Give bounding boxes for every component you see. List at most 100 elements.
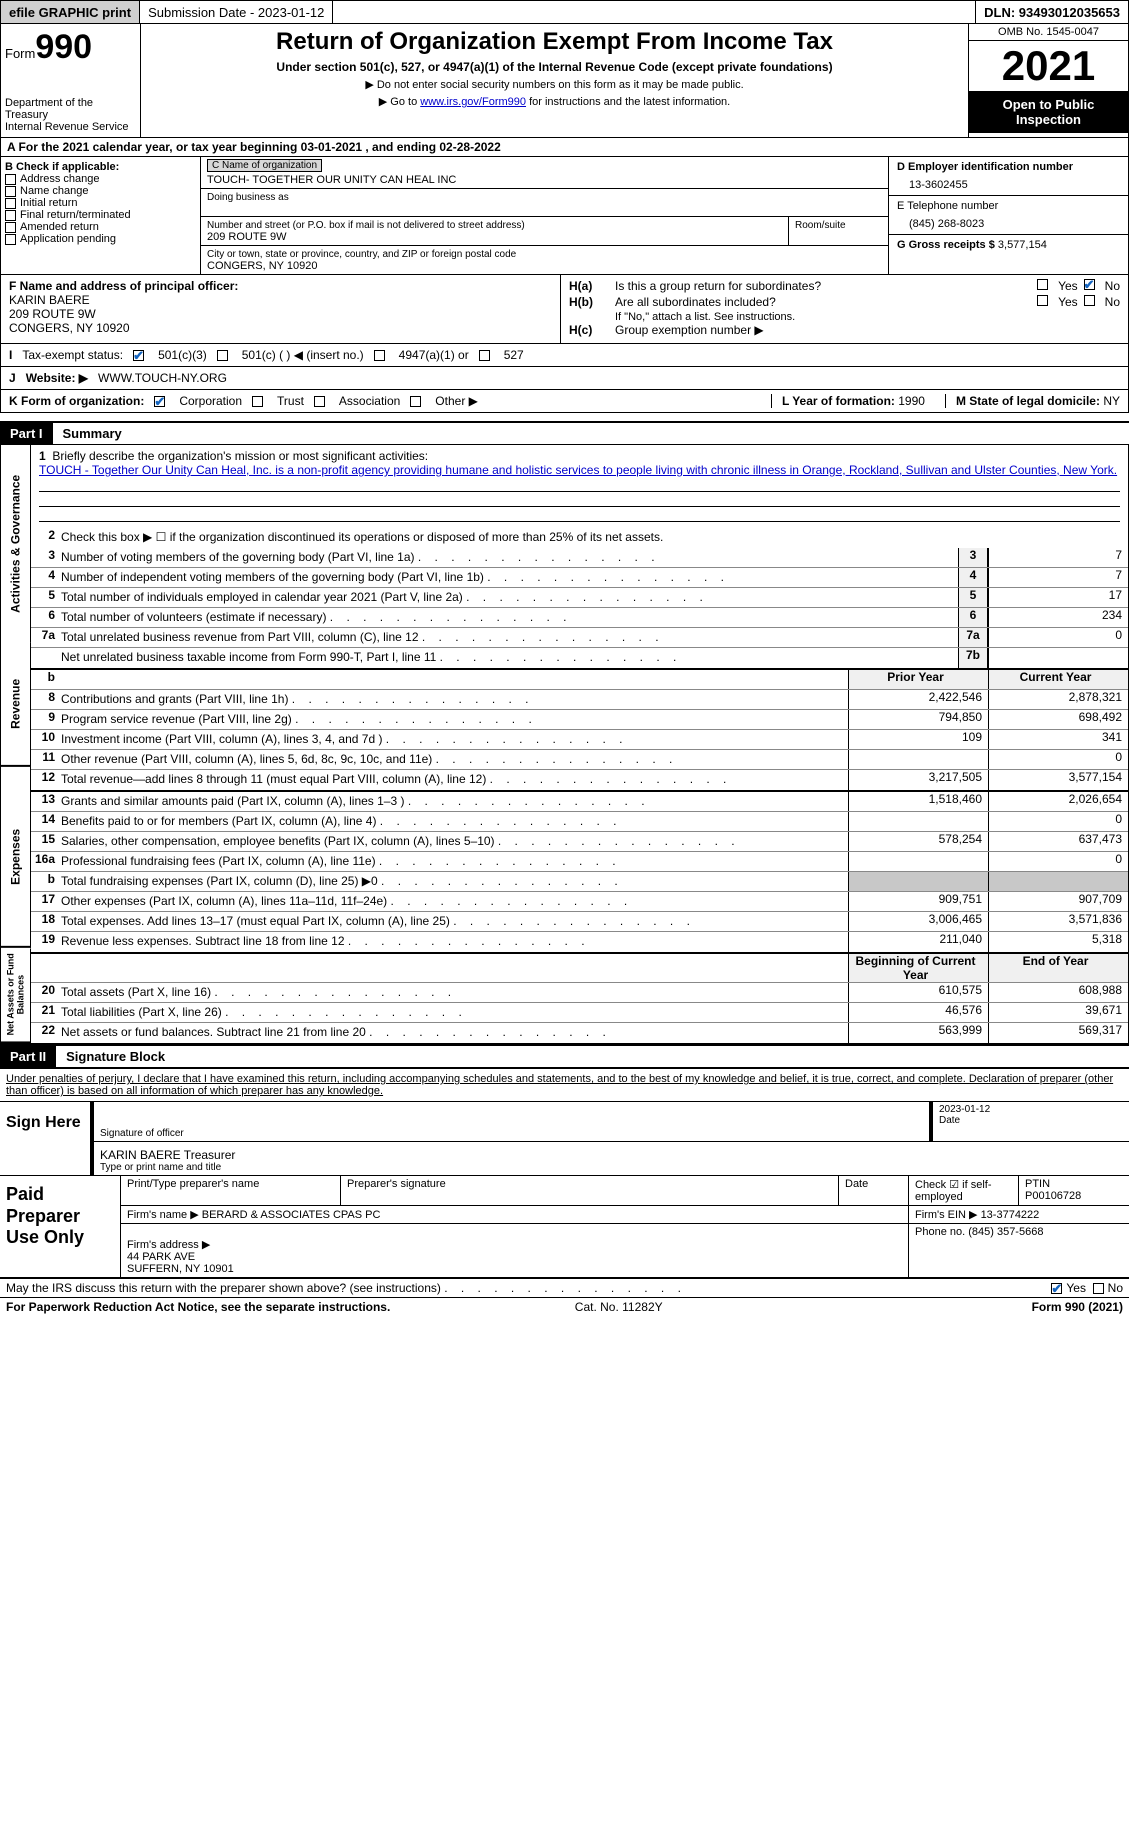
cb-address: Address change [5, 173, 196, 185]
sec-governance: 1 Briefly describe the organization's mi… [31, 445, 1128, 670]
data-line: 8 Contributions and grants (Part VIII, l… [31, 690, 1128, 710]
part-ii-badge: Part II [0, 1046, 56, 1067]
discuss-text: May the IRS discuss this return with the… [6, 1281, 681, 1295]
ha-no[interactable] [1084, 279, 1095, 290]
part-ii-header: Part II Signature Block [0, 1044, 1129, 1067]
current-value: 341 [988, 730, 1128, 749]
data-line: 10 Investment income (Part VIII, column … [31, 730, 1128, 750]
current-value: 569,317 [988, 1023, 1128, 1043]
current-value: 0 [988, 852, 1128, 871]
prior-value: 794,850 [848, 710, 988, 729]
firm-addr-label: Firm's address ▶ [127, 1239, 210, 1251]
part-i-badge: Part I [0, 423, 53, 444]
street-address: 209 ROUTE 9W [207, 231, 286, 243]
current-value [988, 872, 1128, 891]
data-line: 13 Grants and similar amounts paid (Part… [31, 792, 1128, 812]
hb-yes[interactable] [1037, 295, 1048, 306]
gov-line: 7a Total unrelated business revenue from… [31, 628, 1128, 648]
b-label: b [31, 670, 61, 689]
header-right: OMB No. 1545-0047 2021 Open to Public In… [968, 24, 1128, 137]
cb-trust[interactable] [252, 396, 263, 407]
cb-assoc[interactable] [314, 396, 325, 407]
status-row: I Tax-exempt status: 501(c)(3) 501(c) ( … [0, 343, 1129, 366]
part-ii-title: Signature Block [56, 1046, 175, 1067]
ptin-value: P00106728 [1025, 1190, 1123, 1202]
current-value: 39,671 [988, 1003, 1128, 1022]
current-value: 2,878,321 [988, 690, 1128, 709]
hb-text: Are all subordinates included? [615, 295, 1031, 309]
footer-form: Form 990 (2021) [1032, 1300, 1123, 1314]
gov-line: 6 Total number of volunteers (estimate i… [31, 608, 1128, 628]
cb-amended: Amended return [5, 221, 196, 233]
prior-value: 610,575 [848, 983, 988, 1002]
gov-line: 4 Number of independent voting members o… [31, 568, 1128, 588]
ptin-label: PTIN [1025, 1178, 1123, 1190]
officer-row: F Name and address of principal officer:… [0, 274, 1129, 343]
hb-label: H(b) [569, 295, 609, 309]
current-value: 3,577,154 [988, 770, 1128, 790]
cb-4947[interactable] [374, 350, 385, 361]
status-label: Tax-exempt status: [22, 348, 123, 362]
row-a: A For the 2021 calendar year, or tax yea… [0, 137, 1129, 156]
current-value: 2,026,654 [988, 792, 1128, 811]
form-label: Form [5, 46, 35, 61]
phone-label: Phone no. [915, 1226, 965, 1238]
date-label: Date [939, 1115, 1123, 1126]
prior-value [848, 872, 988, 891]
room-label: Room/suite [795, 220, 846, 231]
org-name-label: C Name of organization [207, 159, 322, 172]
sec-revenue: b Prior Year Current Year 8 Contribution… [31, 670, 1128, 792]
gov-line: 3 Number of voting members of the govern… [31, 548, 1128, 568]
discuss-yes[interactable] [1051, 1283, 1062, 1294]
cb-final: Final return/terminated [5, 209, 196, 221]
dept-label: Department of the Treasury Internal Reve… [5, 97, 136, 133]
paid-preparer-block: Paid Preparer Use Only Print/Type prepar… [0, 1176, 1129, 1279]
line1-label: Briefly describe the organization's miss… [52, 449, 428, 463]
cb-527[interactable] [479, 350, 490, 361]
data-line: 21 Total liabilities (Part X, line 26) 4… [31, 1003, 1128, 1023]
phone-value: (845) 357-5668 [968, 1226, 1043, 1238]
paid-preparer-label: Paid Preparer Use Only [0, 1176, 120, 1277]
data-line: 16a Professional fundraising fees (Part … [31, 852, 1128, 872]
gross-value: 3,577,154 [998, 239, 1047, 251]
current-value: 608,988 [988, 983, 1128, 1002]
gov-line: 5 Total number of individuals employed i… [31, 588, 1128, 608]
prep-sig-label: Preparer's signature [341, 1176, 839, 1205]
org-name: TOUCH- TOGETHER OUR UNITY CAN HEAL INC [207, 174, 456, 186]
prior-value [848, 812, 988, 831]
cb-name: Name change [5, 185, 196, 197]
data-line: 11 Other revenue (Part VIII, column (A),… [31, 750, 1128, 770]
prior-value [848, 852, 988, 871]
prep-name-label: Print/Type preparer's name [121, 1176, 341, 1205]
cb-other[interactable] [410, 396, 421, 407]
line2-text: Check this box ▶ ☐ if the organization d… [61, 528, 1128, 548]
sign-here-label: Sign Here [0, 1102, 90, 1175]
cb-501c3[interactable] [133, 350, 144, 361]
current-value: 0 [988, 750, 1128, 769]
irs-link[interactable]: www.irs.gov/Form990 [420, 96, 526, 108]
hb-no[interactable] [1084, 295, 1095, 306]
i-label: I [9, 348, 12, 362]
side-expenses: Expenses [1, 767, 31, 948]
tax-year: 2021 [969, 41, 1128, 91]
current-value: 5,318 [988, 932, 1128, 952]
cb-corp[interactable] [154, 396, 165, 407]
m-label: M State of legal domicile: [956, 394, 1100, 408]
data-line: 15 Salaries, other compensation, employe… [31, 832, 1128, 852]
sig-officer-label: Signature of officer [100, 1128, 923, 1139]
dba-block: Doing business as [201, 189, 888, 217]
discuss-no[interactable] [1093, 1283, 1104, 1294]
ha-yes[interactable] [1037, 279, 1048, 290]
submission-date: Submission Date - 2023-01-12 [140, 1, 333, 23]
officer-addr1: 209 ROUTE 9W [9, 307, 552, 321]
col-d: D Employer identification number 13-3602… [888, 157, 1128, 274]
cb-501c[interactable] [217, 350, 228, 361]
website-row: J Website: ▶ WWW.TOUCH-NY.ORG [0, 366, 1129, 389]
side-governance: Activities & Governance [1, 445, 31, 643]
part-i-title: Summary [53, 423, 132, 444]
tel-label: E Telephone number [897, 200, 1120, 212]
l-label: L Year of formation: [782, 394, 895, 408]
footer: For Paperwork Reduction Act Notice, see … [0, 1298, 1129, 1316]
header: Form990 Department of the Treasury Inter… [0, 24, 1129, 137]
summary-table: Activities & Governance Revenue Expenses… [0, 444, 1129, 1044]
